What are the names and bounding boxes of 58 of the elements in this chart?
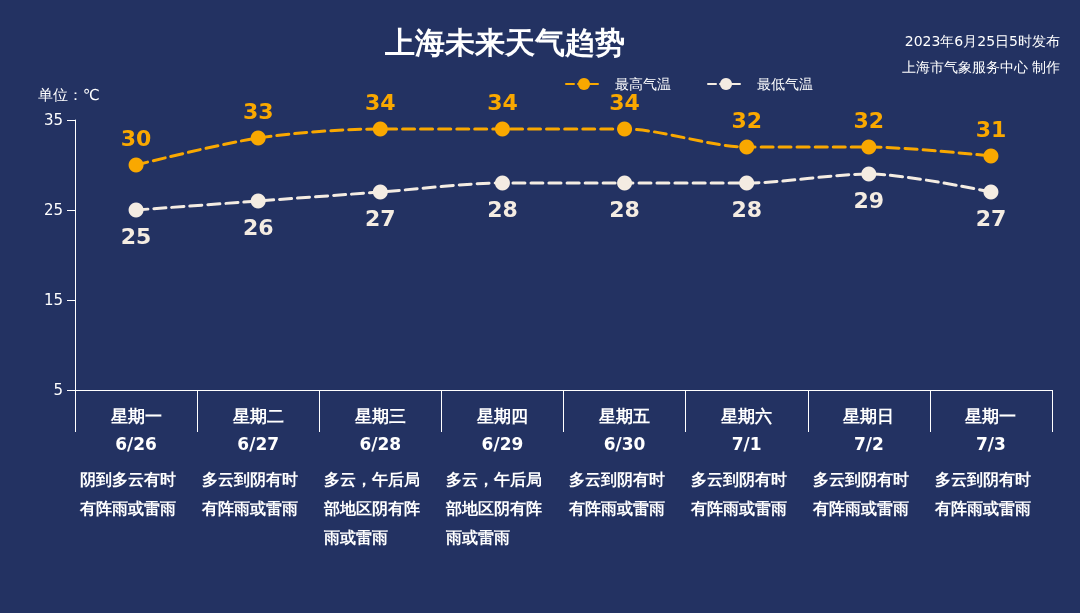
x-tick-label: 星期六 7/1 — [720, 406, 773, 454]
text: 多云到阴有时有阵雨或雷雨 — [689, 470, 787, 518]
x-tick-label: 星期一 6/26 — [109, 406, 162, 454]
text: 多云到阴有时有阵雨或雷雨 — [933, 470, 1031, 518]
point — [128, 202, 144, 218]
point — [372, 121, 388, 137]
data-label: 34 — [609, 90, 640, 115]
point — [250, 130, 266, 146]
text: 2023年6月25日5时发布 — [904, 33, 1060, 49]
data-label: 27 — [975, 206, 1007, 231]
point — [739, 139, 755, 155]
point — [983, 184, 999, 200]
x-tick-label: 星期二 6/27 — [231, 406, 284, 454]
y-tick-label: 5 — [53, 381, 63, 399]
data-label: 30 — [120, 126, 152, 151]
point — [494, 175, 510, 191]
data-label: 28 — [487, 197, 518, 222]
data-label: 34 — [365, 90, 396, 115]
data-label: 27 — [365, 206, 396, 231]
x-tick-label: 星期日 7/2 — [842, 406, 895, 454]
point — [617, 121, 633, 137]
text: 多云到阴有时有阵雨或雷雨 — [201, 470, 299, 518]
data-label: 31 — [975, 117, 1007, 142]
point — [250, 193, 266, 209]
x-tick-label: 星期一 7/3 — [964, 406, 1017, 454]
x-tick-label: 星期三 6/28 — [353, 406, 406, 454]
x-tick-label: 星期五 6/30 — [598, 406, 651, 454]
text: 多云，午后局部地区阴有阵雨或雷雨 — [323, 470, 421, 547]
data-label: 26 — [242, 215, 274, 240]
data-label: 25 — [120, 224, 152, 249]
data-label: 29 — [853, 188, 885, 213]
y-tick-label: 35 — [43, 111, 63, 129]
data-label: 32 — [853, 108, 885, 133]
text: 阴到多云有时有阵雨或雷雨 — [79, 470, 176, 518]
point — [372, 184, 388, 200]
y-tick-label: 15 — [43, 291, 63, 309]
y-axis-title: 单位：℃ — [38, 85, 100, 104]
data-label: 28 — [731, 197, 762, 222]
data-label: 32 — [731, 108, 762, 133]
text: 上海市气象服务中心 制作 — [901, 59, 1060, 75]
point — [617, 175, 633, 191]
point — [983, 148, 999, 164]
y-tick-label: 25 — [43, 201, 63, 219]
x-tick-label: 星期四 6/29 — [475, 406, 528, 454]
text: 多云到阴有时有阵雨或雷雨 — [567, 470, 665, 518]
point — [861, 166, 877, 182]
chart-title: 上海未来天气趋势 — [384, 24, 625, 60]
point — [494, 121, 510, 137]
text: 多云，午后局部地区阴有阵雨或雷雨 — [445, 470, 543, 547]
point — [861, 139, 877, 155]
legend-label: 最低气温 — [757, 76, 813, 92]
legend-label: 最高气温 — [615, 76, 671, 92]
point — [739, 175, 755, 191]
data-label: 34 — [487, 90, 518, 115]
data-label: 28 — [609, 197, 640, 222]
point — [128, 157, 144, 173]
text: 多云到阴有时有阵雨或雷雨 — [811, 470, 909, 518]
data-label: 33 — [242, 99, 274, 124]
